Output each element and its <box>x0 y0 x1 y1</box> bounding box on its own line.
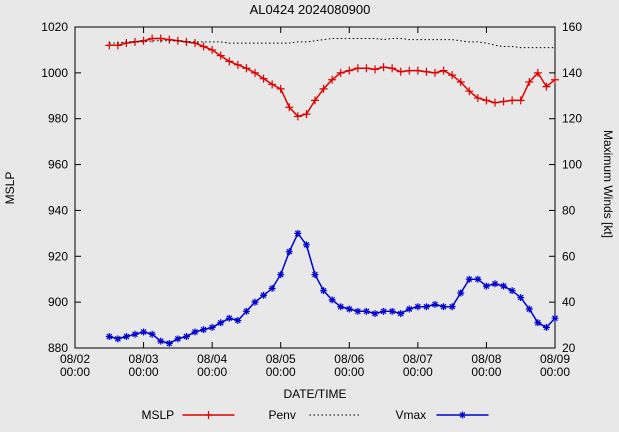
chart-title: AL0424 2024080900 <box>250 2 371 17</box>
legend: MSLP Penv Vmax <box>142 408 489 422</box>
asterisk-markers <box>105 229 559 347</box>
legend-label-mslp: MSLP <box>142 408 175 422</box>
x-tick-time: 00:00 <box>129 365 159 379</box>
x-tick-time: 00:00 <box>540 365 570 379</box>
y-left-axis-label: MSLP <box>3 172 17 205</box>
series-mslp <box>105 34 559 121</box>
y-right-tick-label: 140 <box>562 66 582 80</box>
series-vmax <box>105 229 559 347</box>
legend-sample-marker <box>459 411 466 419</box>
y-right-tick-label: 120 <box>562 112 582 126</box>
y-left-tick-label: 960 <box>48 158 68 172</box>
x-tick-time: 00:00 <box>266 365 296 379</box>
x-tick-date: 08/07 <box>403 352 433 366</box>
x-tick-date: 08/09 <box>540 352 570 366</box>
x-tick-date: 08/05 <box>266 352 296 366</box>
x-tick-date: 08/04 <box>197 352 227 366</box>
x-tick-date: 08/08 <box>471 352 501 366</box>
axes-frame <box>74 26 556 349</box>
y-left-tick-label: 1020 <box>41 20 68 34</box>
x-tick-date: 08/02 <box>60 352 90 366</box>
y-left-tick-label: 900 <box>48 295 68 309</box>
x-tick-date: 08/06 <box>334 352 364 366</box>
y-left-tick-label: 920 <box>48 249 68 263</box>
y-left-tick-label: 1000 <box>41 66 68 80</box>
x-tick-time: 00:00 <box>60 365 90 379</box>
y-right-axis-label: Maximum Winds [kt] <box>601 130 615 238</box>
legend-sample-marker <box>204 411 213 419</box>
y-right-tick-label: 160 <box>562 20 582 34</box>
y-right-tick-label: 80 <box>562 203 576 217</box>
y-right-tick-label: 20 <box>562 341 576 355</box>
x-axis-label: DATE/TIME <box>283 387 346 401</box>
x-tick-time: 00:00 <box>334 365 364 379</box>
x-tick-date: 08/03 <box>129 352 159 366</box>
y-left-tick-label: 880 <box>48 341 68 355</box>
legend-label-penv: Penv <box>269 408 296 422</box>
y-right-tick-label: 100 <box>562 158 582 172</box>
y-left-tick-label: 980 <box>48 112 68 126</box>
x-tick-time: 00:00 <box>197 365 227 379</box>
x-tick-time: 00:00 <box>403 365 433 379</box>
tick-labels: 880 900 920 940 960 980 1000 1020 20 40 60 80 100 120… <box>41 20 582 379</box>
series-penv <box>109 38 555 49</box>
y-right-tick-label: 40 <box>562 295 576 309</box>
y-left-tick-label: 940 <box>48 203 68 217</box>
plus-markers <box>105 34 559 121</box>
y-right-tick-label: 60 <box>562 249 576 263</box>
legend-label-vmax: Vmax <box>396 408 427 422</box>
x-tick-time: 00:00 <box>471 365 501 379</box>
